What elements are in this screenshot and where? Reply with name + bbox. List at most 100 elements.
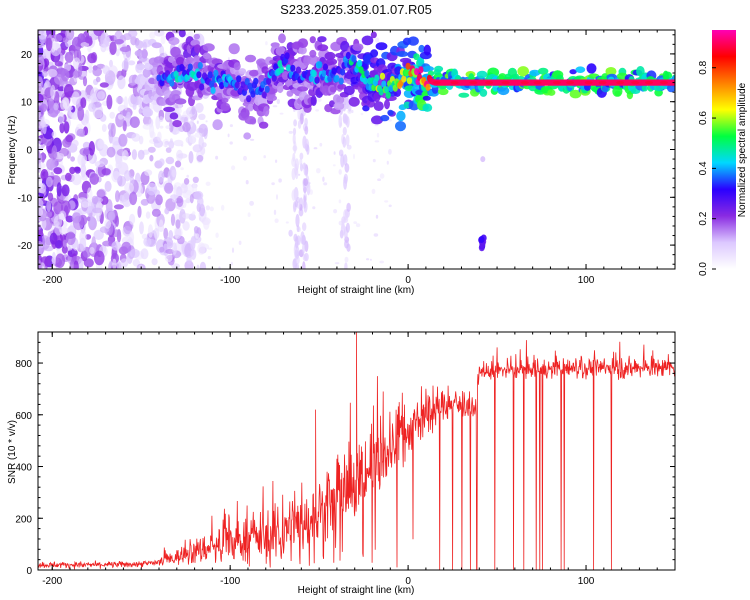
noise-streak [295, 167, 299, 180]
noise-blob [121, 59, 130, 71]
noise-blob [38, 54, 45, 67]
noise-streak [343, 216, 349, 223]
noise-blob [84, 35, 93, 44]
spectrogram-y-ticks: 20 10 0 -10 -20 [18, 34, 675, 265]
ridge-halo [212, 119, 223, 131]
spectrogram-ridge [134, 30, 675, 140]
noise-blob [93, 229, 104, 240]
ridge-peak [584, 81, 593, 85]
y-tick-label: 400 [15, 463, 32, 474]
ridge-core [234, 81, 240, 89]
ridge-core [261, 91, 267, 99]
ridge-halo [249, 69, 259, 77]
ridge-core [243, 83, 249, 92]
noise-blob [137, 205, 142, 218]
ridge-halo [569, 89, 582, 99]
noise-blob [194, 132, 202, 138]
ridge-halo [276, 82, 284, 94]
noise-speck [238, 240, 242, 245]
ridge-core [405, 62, 411, 70]
noise-speck [366, 258, 370, 261]
noise-blob [104, 180, 112, 192]
ridge-peak [432, 81, 441, 85]
ridge-peak [485, 81, 494, 85]
noise-streak [303, 186, 307, 193]
colorbar-tick-label: 0.8 [698, 60, 709, 74]
ridge-peak [450, 81, 459, 85]
noise-speck [344, 256, 349, 263]
noise-blob [171, 169, 177, 178]
ridge-core [311, 70, 317, 78]
noise-blob [100, 43, 107, 53]
ridge-core [406, 77, 413, 85]
ridge-halo [244, 54, 257, 63]
ridge-core [197, 62, 203, 70]
x-tick-label: 100 [578, 576, 595, 587]
noise-speck [249, 200, 255, 206]
noise-speck [338, 169, 342, 175]
noise-blob [108, 211, 115, 221]
noise-blob [121, 241, 132, 254]
noise-blob [65, 134, 74, 143]
noise-speck [338, 199, 342, 204]
noise-blob [100, 195, 109, 205]
ridge-halo [362, 105, 370, 112]
noise-blob [129, 191, 138, 206]
ridge-halo [370, 49, 379, 58]
noise-blob [116, 175, 127, 187]
secondary-blob [480, 156, 486, 163]
noise-speck [384, 200, 389, 203]
noise-speck [263, 155, 267, 159]
noise-speck [205, 181, 211, 186]
noise-speck [372, 158, 376, 163]
x-tick-label: -200 [42, 576, 62, 587]
noise-blob [193, 190, 204, 200]
noise-streak [293, 119, 297, 127]
ridge-halo [220, 102, 231, 112]
noise-blob [117, 75, 126, 90]
noise-blob [94, 250, 105, 266]
noise-blob [85, 94, 92, 102]
noise-speck [176, 108, 182, 114]
ridge-halo [324, 51, 336, 61]
noise-blob [86, 187, 93, 203]
noise-streak [340, 153, 345, 168]
ridge-halo [422, 65, 434, 72]
noise-blob [118, 133, 128, 147]
noise-blob [78, 62, 83, 77]
noise-blob [71, 212, 82, 224]
ridge-core [253, 77, 259, 85]
ridge-halo [228, 43, 240, 55]
noise-streak [303, 163, 307, 176]
noise-speck [201, 142, 207, 148]
noise-blob [153, 139, 163, 148]
noise-speck [351, 109, 354, 114]
x-tick-label: -200 [42, 275, 62, 286]
noise-speck [205, 205, 211, 211]
ridge-core [264, 85, 270, 93]
noise-blob [159, 246, 165, 253]
noise-blob [80, 97, 87, 109]
ridge-halo [186, 56, 194, 64]
noise-streak [345, 95, 349, 105]
noise-blob [170, 213, 176, 226]
noise-speck [278, 178, 282, 183]
noise-speck [229, 141, 233, 145]
noise-blob [53, 167, 63, 175]
noise-blob [170, 194, 178, 200]
noise-blob [153, 30, 165, 37]
x-tick-label: 0 [405, 576, 411, 587]
noise-speck [374, 140, 380, 143]
noise-blob [128, 231, 135, 244]
ridge-halo [275, 46, 286, 56]
noise-speck [375, 214, 379, 219]
noise-speck [230, 261, 234, 266]
ridge-halo [168, 37, 180, 46]
noise-blob [159, 219, 164, 232]
noise-blob [70, 156, 75, 162]
noise-streak [302, 254, 308, 261]
ridge-halo [418, 44, 425, 53]
ridge-core [284, 52, 290, 60]
ridge-core [278, 66, 284, 74]
noise-blob [56, 182, 62, 197]
